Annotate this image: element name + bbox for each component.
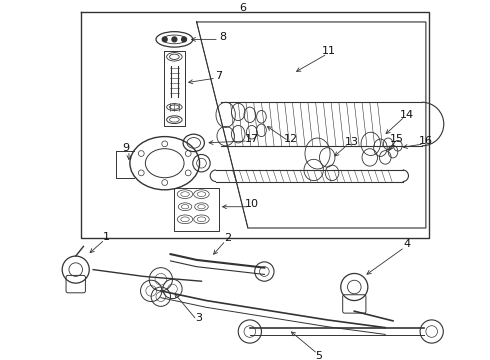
Text: 11: 11 [322,46,336,56]
Circle shape [182,37,187,42]
Text: 6: 6 [240,4,246,13]
Circle shape [162,37,167,42]
Text: 15: 15 [390,134,404,144]
Text: 9: 9 [122,143,129,153]
Circle shape [172,37,177,42]
Text: 5: 5 [315,351,322,360]
Text: 16: 16 [419,136,433,146]
Text: 17: 17 [245,134,259,144]
Text: 7: 7 [215,71,222,81]
Text: 14: 14 [399,110,414,120]
Text: 12: 12 [283,134,297,144]
Text: 3: 3 [195,313,202,323]
Text: 2: 2 [224,233,231,243]
Text: 13: 13 [344,137,358,147]
Text: 4: 4 [403,239,410,249]
Text: 10: 10 [245,199,259,209]
Text: 1: 1 [103,232,110,242]
Text: 8: 8 [219,32,226,42]
